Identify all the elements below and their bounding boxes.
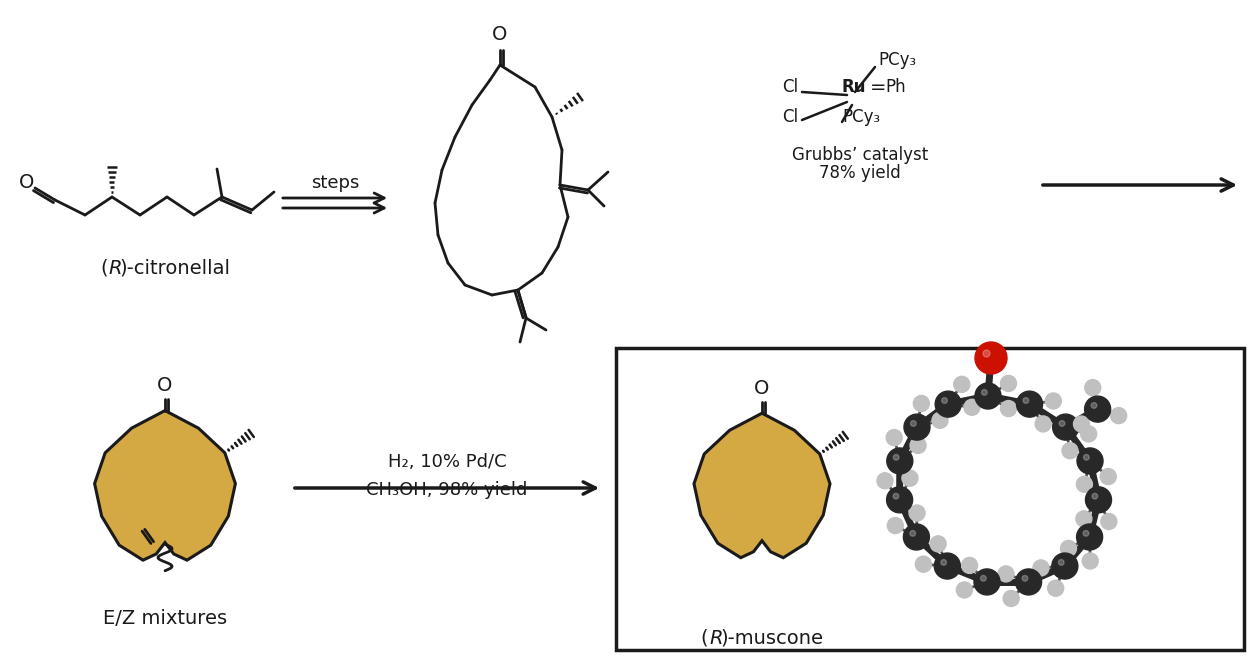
Circle shape <box>887 448 912 474</box>
Circle shape <box>1022 398 1029 403</box>
Text: O: O <box>492 24 507 44</box>
Circle shape <box>1016 391 1042 417</box>
Text: )-citronellal: )-citronellal <box>119 258 231 277</box>
Text: CH₃OH, 98% yield: CH₃OH, 98% yield <box>366 481 528 499</box>
Circle shape <box>910 438 926 453</box>
Circle shape <box>981 575 986 581</box>
Text: Grubbs’ catalyst: Grubbs’ catalyst <box>792 146 928 164</box>
Circle shape <box>935 553 960 579</box>
Circle shape <box>1053 414 1079 440</box>
Circle shape <box>1083 553 1098 569</box>
Circle shape <box>1080 426 1096 442</box>
Circle shape <box>910 530 916 536</box>
Circle shape <box>893 454 898 460</box>
Circle shape <box>903 414 930 440</box>
Text: E/Z mixtures: E/Z mixtures <box>103 608 227 628</box>
Circle shape <box>984 350 990 357</box>
Circle shape <box>916 556 931 572</box>
Text: Ru: Ru <box>842 78 867 96</box>
Text: R: R <box>108 258 122 277</box>
Circle shape <box>981 389 987 395</box>
Circle shape <box>974 569 1000 595</box>
Circle shape <box>1022 575 1027 581</box>
Text: steps: steps <box>311 174 360 192</box>
Text: R: R <box>709 628 723 647</box>
Text: O: O <box>158 375 173 395</box>
Circle shape <box>1083 530 1089 536</box>
Circle shape <box>975 383 1001 409</box>
Circle shape <box>1048 580 1064 596</box>
Circle shape <box>932 412 949 428</box>
Text: O: O <box>754 379 769 398</box>
Circle shape <box>1045 393 1061 409</box>
Circle shape <box>893 493 898 499</box>
Circle shape <box>1085 487 1111 513</box>
Circle shape <box>1101 514 1116 530</box>
Circle shape <box>911 420 916 426</box>
Polygon shape <box>94 410 236 560</box>
Circle shape <box>1085 396 1110 422</box>
Circle shape <box>997 566 1014 582</box>
Text: Cl: Cl <box>782 108 798 126</box>
Circle shape <box>1074 416 1090 432</box>
Circle shape <box>930 536 946 552</box>
Circle shape <box>886 430 902 446</box>
Circle shape <box>935 391 961 417</box>
Circle shape <box>1063 443 1078 459</box>
Circle shape <box>975 342 1007 374</box>
Circle shape <box>1076 511 1091 527</box>
Circle shape <box>1032 560 1049 576</box>
Text: PCy₃: PCy₃ <box>842 108 880 126</box>
Circle shape <box>902 470 918 486</box>
Circle shape <box>1085 379 1100 396</box>
Circle shape <box>1004 591 1019 606</box>
Circle shape <box>1091 402 1096 408</box>
Circle shape <box>1035 416 1051 432</box>
Circle shape <box>1078 448 1103 474</box>
Circle shape <box>887 518 903 534</box>
Text: PCy₃: PCy₃ <box>878 51 916 69</box>
Text: Ph: Ph <box>885 78 906 96</box>
Circle shape <box>1093 493 1098 499</box>
Circle shape <box>1000 375 1016 391</box>
Circle shape <box>887 487 912 513</box>
Text: H₂, 10% Pd/C: H₂, 10% Pd/C <box>387 453 506 471</box>
Circle shape <box>1059 420 1065 426</box>
Circle shape <box>1060 540 1076 557</box>
Circle shape <box>1076 476 1093 493</box>
Text: Cl: Cl <box>782 78 798 96</box>
Bar <box>616 348 1244 650</box>
Circle shape <box>1051 553 1078 579</box>
Text: O: O <box>19 173 35 191</box>
Circle shape <box>913 395 930 412</box>
Circle shape <box>941 559 946 565</box>
Circle shape <box>1016 569 1041 595</box>
Text: )-muscone: )-muscone <box>720 628 823 647</box>
Circle shape <box>956 582 972 598</box>
Circle shape <box>1084 454 1089 460</box>
Circle shape <box>942 398 947 403</box>
Circle shape <box>1059 559 1064 565</box>
Polygon shape <box>694 413 829 557</box>
Circle shape <box>1076 524 1103 550</box>
Circle shape <box>877 473 893 489</box>
Circle shape <box>1000 401 1016 416</box>
Circle shape <box>961 557 977 573</box>
Circle shape <box>1110 408 1126 424</box>
Text: 78% yield: 78% yield <box>819 164 901 182</box>
Text: (: ( <box>100 258 108 277</box>
Circle shape <box>908 505 925 521</box>
Circle shape <box>954 376 970 393</box>
Circle shape <box>1100 469 1116 485</box>
Text: =: = <box>870 77 887 97</box>
Circle shape <box>903 524 930 550</box>
Circle shape <box>964 399 980 415</box>
Text: (: ( <box>700 628 708 647</box>
